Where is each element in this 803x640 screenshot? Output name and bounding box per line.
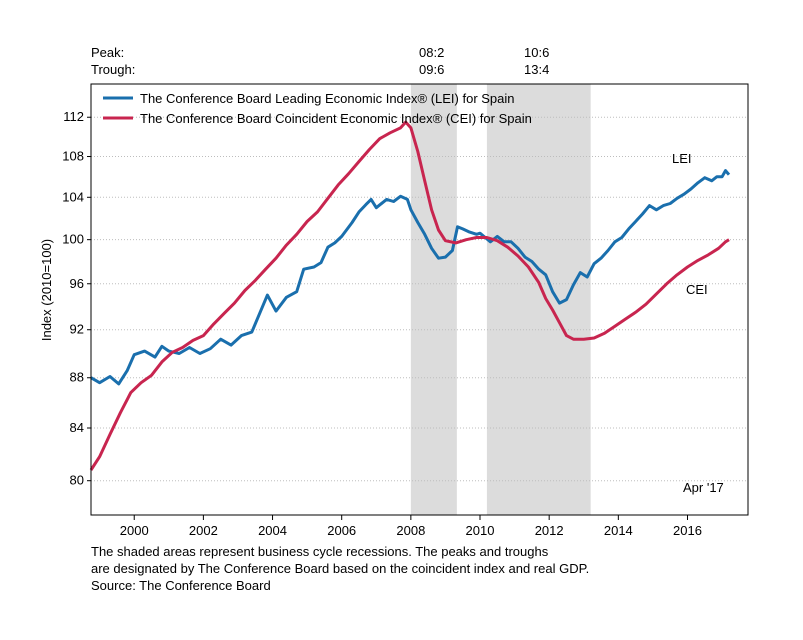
- x-tick-label-2004: 2004: [258, 523, 287, 538]
- footnote-line-2: are designated by The Conference Board b…: [91, 561, 590, 576]
- recession-band-2: [486, 84, 591, 515]
- y-tick-label-112: 112: [63, 109, 84, 124]
- footnote-line-1: The shaded areas represent business cycl…: [91, 544, 549, 559]
- y-tick-label-104: 104: [62, 189, 84, 204]
- y-axis-label: Index (2010=100): [39, 239, 54, 341]
- y-tick-label-108: 108: [62, 149, 84, 164]
- recession-2-peak: 10:6: [524, 45, 550, 60]
- trough-label: Trough:: [91, 62, 136, 77]
- y-tick-label-88: 88: [70, 370, 84, 385]
- y-tick-label-80: 80: [70, 473, 84, 488]
- date-stamp: Apr '17: [683, 480, 724, 495]
- x-tick-label-2014: 2014: [604, 523, 633, 538]
- x-tick-label-2010: 2010: [466, 523, 495, 538]
- x-tick-label-2016: 2016: [673, 523, 702, 538]
- x-tick-label-2000: 2000: [120, 523, 149, 538]
- y-tick-label-84: 84: [70, 420, 84, 435]
- footnote-source: Source: The Conference Board: [91, 578, 271, 593]
- x-axis-ticks: 2000 2002 2004 2006 2008 2010 2012 2014 2016: [120, 515, 702, 538]
- recession-1-trough: 09:6: [419, 62, 445, 77]
- series-line-cei: [89, 120, 730, 471]
- x-tick-label-2006: 2006: [327, 523, 356, 538]
- legend-cei-label: The Conference Board Coincident Economic…: [140, 111, 532, 126]
- recession-1-peak: 08:2: [419, 45, 445, 60]
- legend-lei-label: The Conference Board Leading Economic In…: [140, 91, 515, 106]
- x-tick-label-2002: 2002: [189, 523, 218, 538]
- y-tick-label-92: 92: [70, 322, 84, 337]
- y-axis-ticks: 80 84 88 92 96 100 104 108 112: [62, 109, 91, 488]
- cei-series-label: CEI: [686, 282, 708, 297]
- legend: The Conference Board Leading Economic In…: [103, 91, 532, 126]
- recession-2-trough: 13:4: [524, 62, 550, 77]
- series-lines: [89, 120, 731, 471]
- y-tick-label-96: 96: [70, 276, 84, 291]
- x-tick-label-2008: 2008: [396, 523, 425, 538]
- x-tick-label-2012: 2012: [535, 523, 564, 538]
- series-line-lei: [90, 169, 731, 386]
- lei-series-label: LEI: [672, 151, 692, 166]
- y-tick-label-100: 100: [62, 232, 84, 247]
- plot-frame: [90, 83, 749, 516]
- peak-label: Peak:: [91, 45, 125, 60]
